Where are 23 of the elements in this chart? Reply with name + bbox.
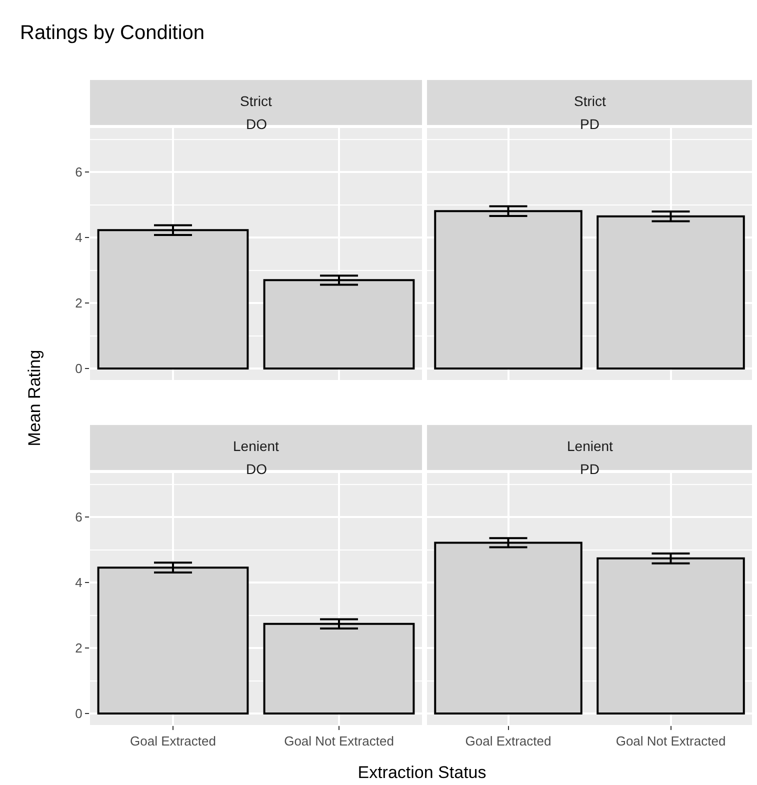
x-tick-label: Goal Not Extracted <box>284 734 394 749</box>
y-tick-label: 0 <box>75 706 82 722</box>
chart-title: Lenient <box>567 438 614 454</box>
chart-title: Strict <box>574 93 606 109</box>
y-tick-label: 2 <box>75 296 82 311</box>
x-axis-title: Extraction Status <box>358 763 486 783</box>
chart-title: Lenient <box>233 438 280 454</box>
text: Ratings by Condition <box>20 22 205 45</box>
y-tick-label: 6 <box>75 164 82 180</box>
chart-subtitle: PD <box>580 461 600 477</box>
y-tick-label: 2 <box>75 640 82 656</box>
chart-subtitle: DO <box>246 461 268 477</box>
x-tick-label: Goal Not Extracted <box>616 734 726 749</box>
y-tick-label: 0 <box>75 361 82 376</box>
chart-subtitle: PD <box>580 116 600 132</box>
y-axis-title: Mean Rating <box>25 350 45 446</box>
y-tick-label: 4 <box>75 575 82 590</box>
chart-title: Strict <box>240 93 272 109</box>
y-tick-label: 6 <box>75 510 82 525</box>
x-tick-label: Goal Extracted <box>465 734 552 749</box>
chart-subtitle: DO <box>246 116 268 132</box>
y-tick-label: 4 <box>75 230 82 246</box>
x-tick-label: Goal Extracted <box>130 734 216 749</box>
